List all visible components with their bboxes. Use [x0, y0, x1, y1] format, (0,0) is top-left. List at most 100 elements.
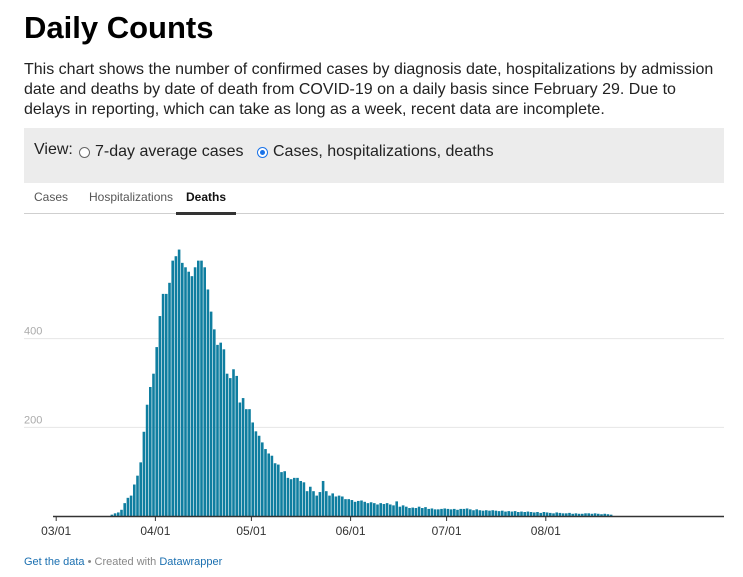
bar	[241, 398, 245, 516]
bar	[497, 511, 501, 516]
view-label: View:	[34, 141, 73, 158]
bar	[536, 512, 539, 516]
bar	[344, 499, 347, 516]
bar	[545, 512, 549, 516]
tab-cases[interactable]: Cases	[34, 190, 69, 204]
bar	[475, 509, 478, 516]
bar	[360, 500, 363, 516]
bar	[155, 347, 158, 516]
bar	[389, 504, 392, 516]
bar	[507, 511, 510, 516]
chart-axis: 03/01 04/01 05/01 06/01 07/01 08/01	[41, 515, 724, 538]
bar	[161, 293, 165, 516]
bar	[197, 260, 200, 516]
bar	[565, 513, 568, 516]
bar	[600, 514, 603, 516]
bar	[347, 499, 350, 516]
bar	[296, 477, 299, 516]
bar	[373, 503, 376, 516]
bar	[609, 514, 613, 516]
bar	[443, 508, 446, 516]
bar	[606, 514, 610, 516]
bar	[523, 512, 526, 516]
bar	[459, 508, 462, 516]
bar	[305, 491, 309, 516]
bar	[446, 508, 450, 516]
tab-hospitalizations[interactable]: Hospitalizations	[89, 190, 174, 204]
bar	[408, 508, 411, 516]
bar	[299, 480, 302, 516]
bar	[289, 479, 293, 516]
radio-7day[interactable]	[79, 146, 90, 158]
bar	[126, 497, 130, 516]
bar	[568, 512, 571, 516]
bar	[366, 503, 370, 516]
view-option-7day[interactable]: 7-day average cases	[79, 143, 244, 161]
bar	[302, 482, 306, 516]
bar	[149, 386, 152, 516]
bar	[136, 475, 139, 516]
bar	[395, 501, 398, 516]
footer: Get the data • Created with Datawrapper	[24, 556, 222, 568]
bar	[235, 375, 238, 516]
radio-cases-hosp-deaths[interactable]	[257, 146, 268, 158]
bar	[181, 262, 184, 516]
bar	[440, 508, 443, 516]
bar	[414, 508, 418, 516]
bar	[369, 502, 373, 516]
tab-deaths[interactable]: Deaths	[176, 190, 237, 215]
bar	[392, 505, 395, 516]
bar	[453, 508, 456, 516]
bar	[584, 513, 587, 516]
datawrapper-link[interactable]: Datawrapper	[159, 556, 223, 568]
bar	[145, 404, 149, 516]
bar	[245, 409, 248, 516]
bar	[481, 510, 485, 516]
bar	[520, 511, 523, 516]
bar	[321, 480, 325, 516]
bar	[277, 464, 280, 516]
bar	[597, 513, 600, 516]
bar	[513, 511, 517, 516]
bar	[549, 512, 552, 516]
bar	[331, 493, 334, 516]
bar	[158, 316, 162, 516]
page-title: Daily Counts	[24, 10, 214, 45]
bar	[581, 513, 584, 516]
bar	[430, 508, 434, 516]
bar	[174, 256, 178, 516]
x-tick-label: 03/01	[41, 524, 71, 538]
x-tick-label: 07/01	[432, 524, 462, 538]
bar	[421, 508, 424, 516]
bar	[542, 512, 546, 516]
bar	[193, 267, 197, 516]
bar	[491, 510, 494, 516]
bar	[248, 409, 251, 516]
bar	[177, 249, 181, 516]
bar	[504, 511, 507, 516]
bar	[398, 506, 402, 516]
bar	[257, 435, 261, 516]
bar	[117, 512, 120, 516]
bar	[165, 293, 168, 516]
bar	[561, 513, 565, 516]
view-option-7day-label: 7-day average cases	[95, 143, 244, 160]
bar	[110, 514, 114, 516]
bar	[555, 512, 558, 516]
get-data-link[interactable]: Get the data	[24, 556, 85, 568]
created-with-text: • Created with	[84, 556, 160, 568]
bar	[229, 378, 232, 516]
bar	[328, 495, 331, 516]
bar	[379, 503, 382, 516]
bar	[133, 484, 136, 516]
bar	[488, 510, 491, 516]
bar	[478, 510, 482, 516]
chart-tabs: Cases Hospitalizations Deaths	[24, 183, 724, 215]
bar	[571, 513, 574, 516]
bar	[238, 402, 242, 516]
bar	[334, 496, 338, 516]
bar	[449, 509, 453, 516]
chart-description: This chart shows the number of confirmed…	[24, 61, 714, 118]
bar	[142, 431, 146, 516]
view-option-cases-hosp-deaths[interactable]: Cases, hospitalizations, deaths	[257, 143, 494, 161]
